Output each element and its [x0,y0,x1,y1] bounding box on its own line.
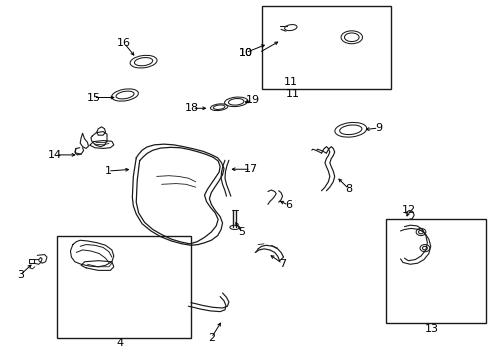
Text: 4: 4 [116,338,123,348]
Text: 12: 12 [402,206,415,216]
Text: 14: 14 [48,150,62,160]
Text: 7: 7 [278,258,285,269]
Text: 6: 6 [285,200,291,210]
Ellipse shape [340,31,362,44]
Text: 13: 13 [425,324,438,334]
Text: 11: 11 [283,77,297,87]
Text: 9: 9 [374,123,382,133]
Text: 16: 16 [117,38,131,48]
Text: 1: 1 [104,166,111,176]
Bar [261,6,390,89]
Text: 15: 15 [86,93,100,103]
Text: 10: 10 [238,48,252,58]
Text: 18: 18 [185,103,199,113]
Text: 17: 17 [244,164,257,174]
Bar [57,235,190,338]
Text: 5: 5 [238,227,244,237]
Text: 19: 19 [245,95,259,105]
Bar [385,220,485,323]
Text: 10: 10 [238,48,252,58]
Text: 11: 11 [285,89,300,99]
Text: 3: 3 [17,270,23,280]
Text: 8: 8 [345,184,352,194]
Text: 2: 2 [207,333,214,343]
